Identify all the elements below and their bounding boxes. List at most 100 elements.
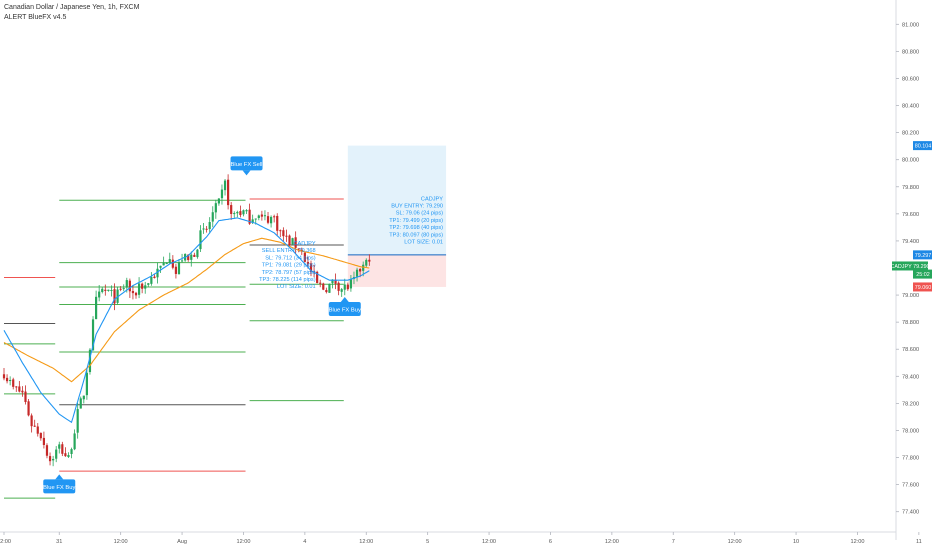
time-tick-label: 10 bbox=[793, 539, 799, 545]
time-tick-label: 12:00 bbox=[482, 539, 496, 545]
buy-trade-info-line: BUY ENTRY: 79.290 bbox=[391, 204, 443, 210]
price-tick-label: 77.800 bbox=[902, 456, 919, 462]
candle-up bbox=[257, 215, 260, 219]
candle-up bbox=[343, 284, 346, 290]
candle-up bbox=[70, 449, 73, 454]
candle-up bbox=[177, 261, 181, 275]
candle-up bbox=[254, 218, 257, 220]
candle-down bbox=[36, 426, 39, 434]
candle-up bbox=[110, 289, 113, 291]
candle-down bbox=[174, 266, 178, 274]
candle-up bbox=[340, 289, 343, 292]
candlesticks bbox=[2, 174, 371, 467]
buy-trade-info-line: TP2: 79.698 (40 pips) bbox=[389, 225, 443, 231]
candle-down bbox=[24, 391, 27, 402]
candle-up bbox=[116, 289, 119, 303]
candle-down bbox=[288, 235, 291, 246]
candle-up bbox=[331, 279, 334, 284]
time-tick-label: 4 bbox=[303, 539, 306, 545]
candle-up bbox=[236, 211, 239, 214]
candle-down bbox=[306, 261, 310, 264]
candle-up bbox=[156, 268, 159, 278]
candle-up bbox=[245, 210, 248, 212]
price-tag bbox=[913, 282, 932, 292]
candle-down bbox=[141, 283, 144, 289]
price-tag bbox=[892, 261, 928, 271]
candle-down bbox=[303, 252, 306, 262]
price-tick-label: 79.000 bbox=[902, 293, 919, 299]
candle-up bbox=[95, 296, 98, 320]
sell-trade-info-line: SELL ENTRY: 79.368 bbox=[262, 248, 316, 254]
candle-up bbox=[165, 262, 168, 264]
candle-up bbox=[67, 455, 70, 458]
time-tick-label: Aug bbox=[177, 539, 187, 545]
signal-label-pointer bbox=[340, 297, 349, 303]
price-tick-label: 78.800 bbox=[902, 320, 919, 326]
candle-up bbox=[196, 249, 199, 258]
price-tag bbox=[913, 250, 932, 260]
sell-signal-label: Blue FX Sell bbox=[231, 162, 263, 168]
time-tick-label: 5 bbox=[426, 539, 429, 545]
candle-down bbox=[337, 282, 340, 291]
candle-up bbox=[107, 289, 110, 291]
candle-down bbox=[61, 444, 64, 454]
price-tick-label: 80.400 bbox=[902, 104, 919, 110]
price-tag-label: 25:02 bbox=[916, 272, 930, 278]
candle-up bbox=[82, 395, 85, 400]
candle-up bbox=[355, 269, 359, 277]
candle-up bbox=[291, 238, 294, 245]
buy-signal-label: Blue FX Buy bbox=[329, 308, 361, 314]
candle-down bbox=[279, 230, 282, 232]
signal-label-box bbox=[43, 479, 76, 494]
price-tag bbox=[913, 269, 932, 279]
price-tag-label: CADJPY 79.290 bbox=[890, 264, 929, 270]
time-tick-label: 12:00 bbox=[728, 539, 742, 545]
candle-up bbox=[147, 283, 150, 285]
time-tick-label: 12:00 bbox=[0, 539, 11, 545]
time-tick-label: 6 bbox=[549, 539, 552, 545]
candle-down bbox=[230, 205, 233, 214]
position-zone bbox=[347, 145, 447, 287]
candle-down bbox=[113, 289, 116, 304]
indicator-name[interactable]: ALERT BlueFX v4.5 bbox=[4, 14, 67, 21]
price-tick-label: 79.800 bbox=[902, 185, 919, 191]
candle-up bbox=[79, 398, 82, 409]
candle-up bbox=[223, 180, 227, 191]
moving-averages bbox=[3, 217, 370, 424]
candle-up bbox=[9, 380, 12, 382]
candle-up bbox=[199, 230, 202, 250]
candle-down bbox=[5, 377, 9, 382]
candle-up bbox=[125, 280, 128, 288]
candle-up bbox=[85, 372, 88, 396]
time-tick-label: 31 bbox=[56, 539, 62, 545]
candle-down bbox=[260, 214, 263, 217]
candle-down bbox=[45, 445, 49, 456]
candle-down bbox=[294, 237, 297, 248]
candle-down bbox=[131, 291, 135, 294]
candle-up bbox=[217, 198, 220, 204]
candle-down bbox=[368, 259, 371, 262]
price-tick-label: 80.000 bbox=[902, 158, 919, 164]
candle-up bbox=[251, 219, 254, 223]
candle-down bbox=[359, 268, 362, 272]
candle-up bbox=[233, 213, 236, 215]
price-tick-label: 80.200 bbox=[902, 131, 919, 137]
price-tick-label: 79.400 bbox=[902, 239, 919, 245]
candle-down bbox=[266, 216, 270, 223]
buy-trade-info-line: TP3: 80.097 (80 pips) bbox=[389, 232, 443, 238]
profit-zone bbox=[347, 145, 447, 255]
candle-up bbox=[162, 262, 165, 266]
candle-down bbox=[18, 386, 21, 392]
candle-down bbox=[273, 216, 276, 218]
price-tick-label: 81.000 bbox=[902, 22, 919, 28]
symbol-title: Canadian Dollar / Japanese Yen, 1h, FXCM bbox=[4, 4, 140, 11]
price-tick-label: 80.600 bbox=[902, 76, 919, 82]
signal-label-pointer bbox=[242, 170, 251, 176]
candle-down bbox=[334, 279, 337, 284]
price-tag-label: 80.104 bbox=[915, 144, 932, 150]
candle-up bbox=[214, 203, 217, 213]
candle-down bbox=[104, 289, 107, 291]
candle-down bbox=[39, 432, 42, 439]
